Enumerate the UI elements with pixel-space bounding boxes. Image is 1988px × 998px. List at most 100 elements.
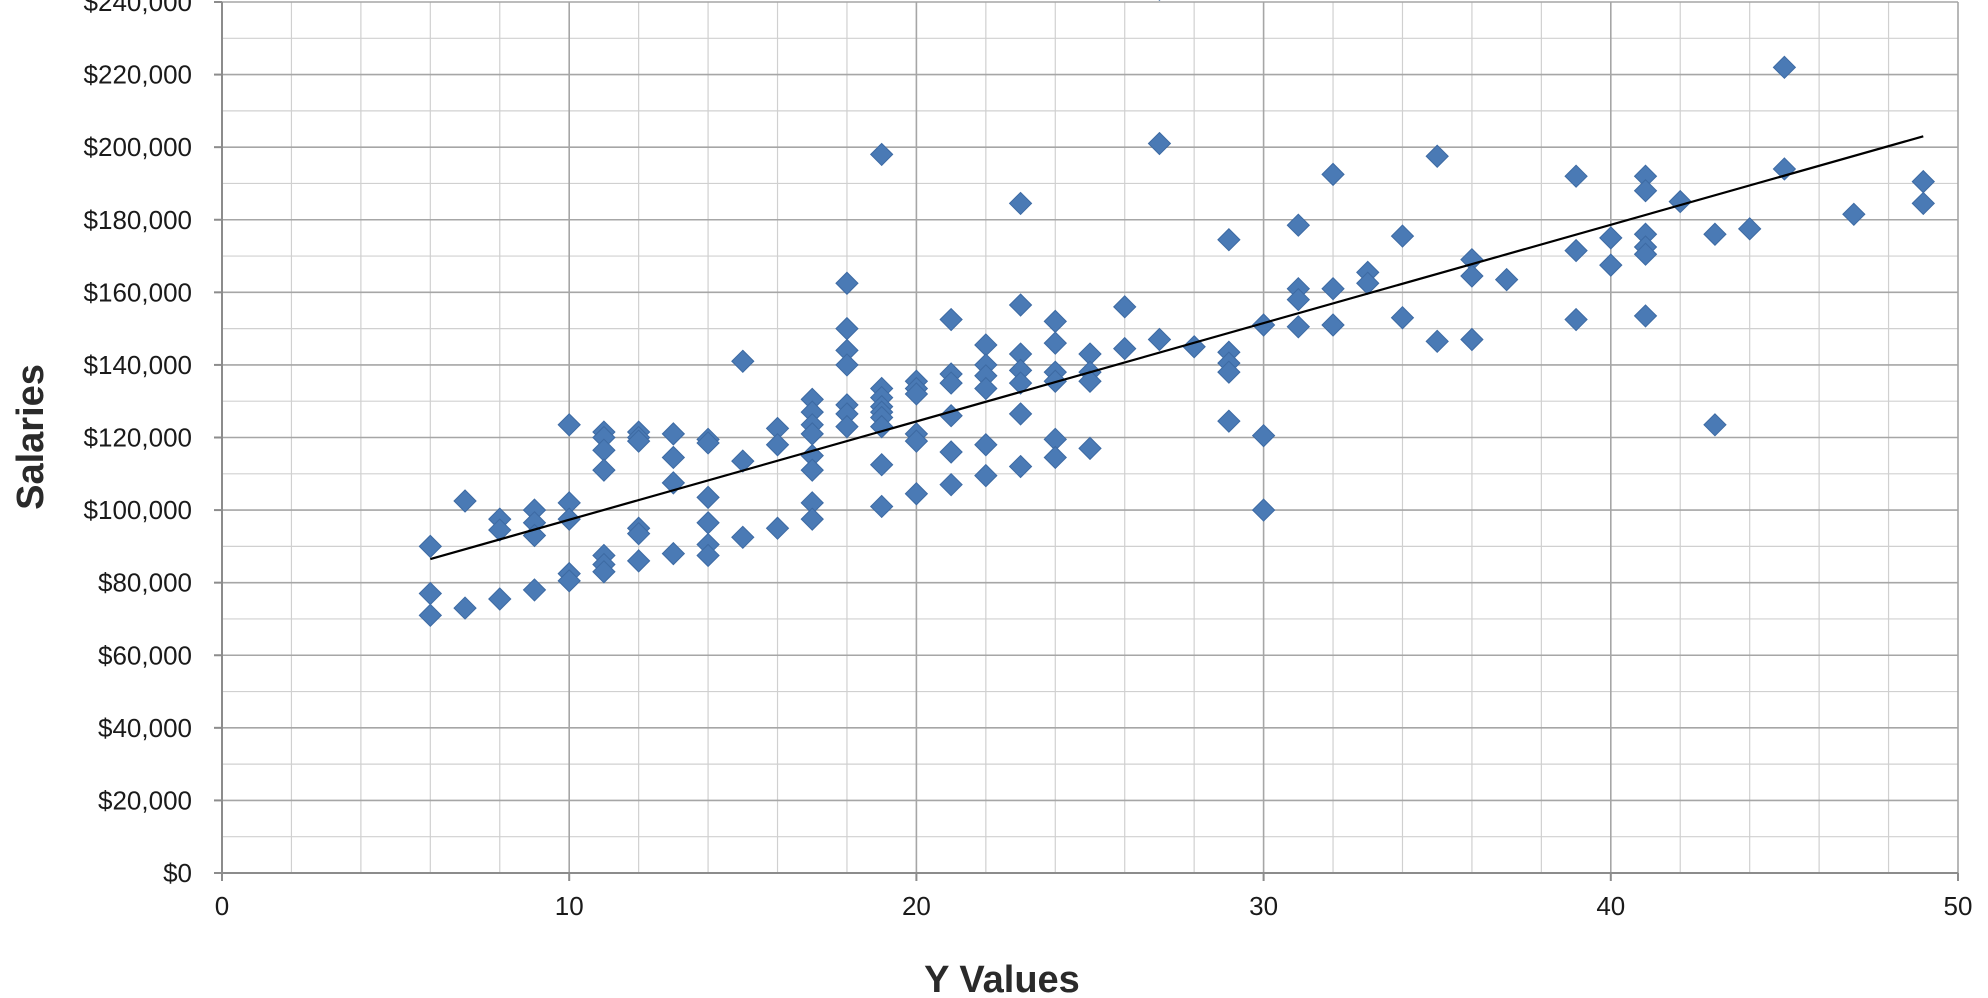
data-point [1425,329,1449,354]
data-point [1113,295,1137,319]
data-point [835,414,859,439]
data-point [800,507,824,531]
y-tick-label: $100,000 [84,495,192,525]
data-point [1842,202,1866,227]
x-tick-label: 20 [902,891,931,921]
y-tick-label: $140,000 [84,350,192,380]
data-point [1703,413,1727,437]
x-tick-labels: 0 10 20 30 40 50 [215,891,1973,921]
data-point [1633,179,1658,203]
data-point [731,525,755,550]
data-point [939,307,963,332]
data-point [661,541,686,566]
data-point [939,472,963,497]
data-point [1425,144,1449,168]
data-point [1390,224,1415,248]
data-point [1321,162,1345,187]
x-tick-label: 50 [1944,891,1973,921]
data-point [835,316,859,341]
data-point [1564,307,1588,332]
x-tick-label: 40 [1596,891,1625,921]
data-point [1008,402,1033,426]
data-point [1217,360,1241,384]
major-gridlines [222,1,1959,873]
data-point [1113,336,1137,361]
y-tick-label: $240,000 [84,0,192,17]
data-point [592,438,616,462]
data-point [1321,276,1345,301]
y-tick-label: $180,000 [84,205,192,235]
data-point [904,429,929,453]
data-point [418,534,443,559]
data-point [696,511,720,535]
data-point [835,271,859,295]
data-point [1147,131,1172,156]
data-point [1564,238,1588,263]
data-point [974,463,998,488]
data-point [1633,304,1658,328]
x-tick-label: 30 [1249,891,1278,921]
y-tick-labels: $0 $20,000 $40,000 $60,000 $80,000 $100,000 $1… [84,0,192,888]
data-point [696,431,720,455]
data-point [731,349,755,373]
data-point [1737,217,1762,241]
data-point [1217,228,1241,252]
data-point [453,489,477,513]
y-axis-title: Salaries [10,364,52,510]
data-point [939,404,963,428]
data-point [1182,335,1206,359]
data-point [522,578,547,602]
y-tick-label: $160,000 [84,277,192,307]
data-point [731,449,755,473]
data-point [418,603,443,628]
data-point [939,371,963,395]
data-point [1494,267,1519,292]
data-point [1321,313,1345,337]
data-point [904,382,929,406]
y-tick-label: $40,000 [98,713,192,743]
data-point [1008,293,1033,317]
data-point [557,569,581,593]
data-point [626,549,651,573]
axes [214,1,1959,881]
data-point [1251,423,1276,448]
data-point [1078,436,1102,461]
data-point [1008,371,1033,395]
data-point [1668,189,1692,214]
data-point [1703,222,1727,246]
data-point [1460,264,1484,288]
x-tick-label: 10 [555,891,584,921]
data-point [974,376,998,401]
data-point [453,596,477,620]
data-point [661,445,686,470]
data-point [696,543,720,568]
data-point [488,518,512,542]
data-point [1008,191,1033,216]
data-point [800,458,824,482]
data-point [1390,306,1415,330]
data-point [1772,55,1797,80]
data-point [1217,409,1241,433]
data-point [869,494,894,519]
x-tick-label: 0 [215,891,229,921]
data-point [1147,327,1172,352]
data-point [418,581,443,606]
data-point [1043,445,1067,470]
data-point [1078,369,1102,393]
data-point [1564,164,1588,188]
data-point [626,429,651,453]
data-point [1286,213,1311,237]
data-point [592,458,616,482]
x-axis-title: Y Values [924,959,1080,998]
y-tick-label: $120,000 [84,423,192,453]
trendline-group [430,135,1924,561]
y-tick-label: $80,000 [98,568,192,598]
data-point [557,413,581,437]
data-point [974,433,998,457]
y-tick-label: $60,000 [98,640,192,670]
data-point [1599,226,1623,250]
y-tick-label: $220,000 [84,60,192,90]
data-point [1911,169,1935,194]
data-point [1460,327,1484,352]
